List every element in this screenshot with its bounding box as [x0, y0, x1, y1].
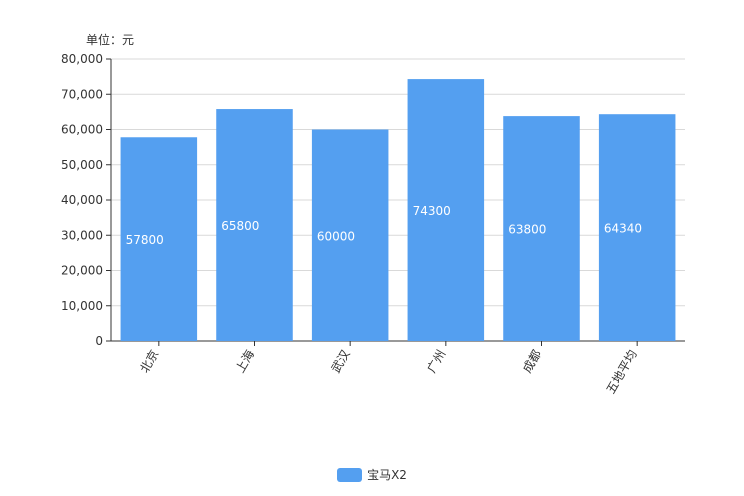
x-tick-label: 上海 [232, 347, 257, 375]
unit-label: 单位：元 [86, 33, 135, 47]
bar [407, 79, 485, 341]
y-tick-label: 50,000 [61, 158, 103, 172]
y-tick-label: 0 [95, 334, 103, 348]
data-label: 60000 [317, 229, 355, 243]
x-tick-label: 成都 [520, 348, 544, 376]
x-tick-label: 北京 [137, 348, 161, 376]
bar [216, 109, 293, 342]
y-tick-label: 10,000 [61, 299, 103, 313]
legend-swatch [337, 467, 363, 482]
legend-label: 宝马X2 [367, 468, 407, 482]
y-tick-label: 40,000 [61, 193, 103, 207]
x-tick-label: 广州 [424, 348, 448, 376]
x-tick-label: 五地平均 [604, 348, 640, 397]
data-label: 57800 [126, 233, 164, 247]
y-tick-label: 60,000 [61, 123, 103, 137]
y-tick-label: 70,000 [61, 87, 103, 101]
bar [598, 114, 676, 341]
data-label: 74300 [413, 204, 451, 218]
legend[interactable]: 宝马X2 [0, 466, 744, 483]
data-label: 63800 [508, 223, 546, 237]
bar [311, 129, 389, 341]
bar [120, 137, 198, 341]
y-tick-label: 20,000 [61, 264, 103, 278]
bar [503, 116, 580, 341]
x-tick-label: 武汉 [329, 348, 353, 376]
data-label: 64340 [604, 222, 642, 236]
data-label: 65800 [221, 219, 259, 233]
y-tick-label: 30,000 [61, 228, 103, 242]
y-tick-label: 80,000 [61, 52, 103, 66]
